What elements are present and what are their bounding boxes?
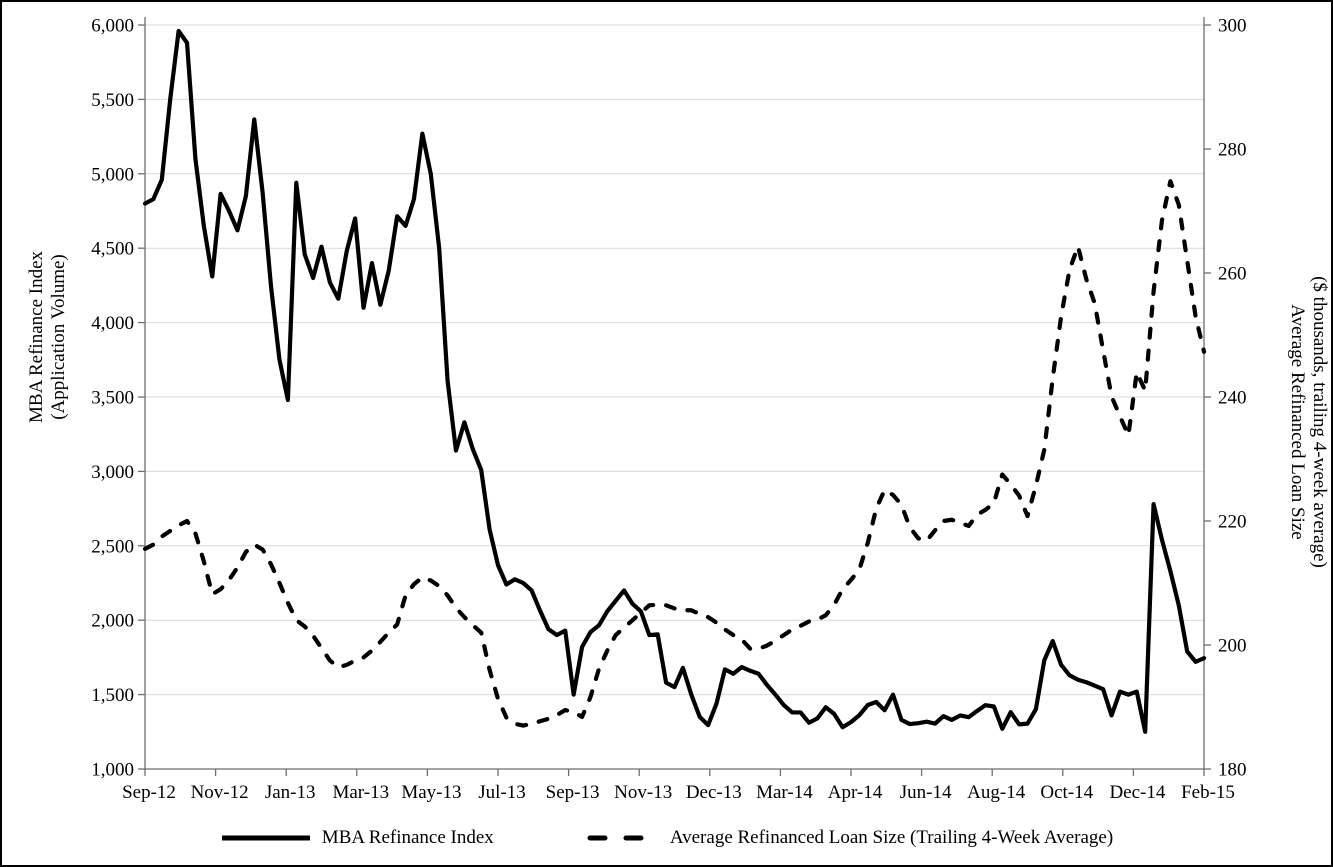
x-axis-tick-label: Jul-13 — [478, 782, 526, 803]
right-axis-tick-label: 200 — [1218, 636, 1247, 657]
x-axis-tick-label: Jun-14 — [900, 782, 952, 803]
x-axis-tick-label: Mar-13 — [332, 782, 389, 803]
right-axis-tick-label: 220 — [1218, 512, 1247, 533]
chart-legend: MBA Refinance Index Average Refinanced L… — [2, 817, 1331, 859]
right-axis-title-line2: ($ thousands, trailing 4-week average) — [1309, 276, 1330, 568]
x-axis-tick-label: Jan-13 — [265, 782, 316, 803]
right-axis-tick-label: 240 — [1218, 388, 1247, 409]
x-axis-tick-label: Nov-12 — [191, 782, 249, 803]
left-axis-tick-label: 2,500 — [91, 536, 134, 557]
legend-label-refinance-index: MBA Refinance Index — [321, 827, 494, 848]
x-axis-tick-label: Mar-14 — [756, 782, 813, 803]
left-axis-tick-label: 4,000 — [91, 313, 134, 334]
left-axis-title-line1: MBA Refinance Index — [26, 250, 47, 423]
solid-line-icon — [221, 835, 310, 841]
left-axis-tick-label: 3,500 — [91, 388, 134, 409]
x-axis-tick-label: Sep-13 — [546, 782, 600, 803]
dashed-line-icon — [587, 835, 660, 841]
x-axis-tick-label: Apr-14 — [828, 782, 883, 803]
left-axis-tick-label: 3,000 — [91, 462, 134, 483]
right-axis-tick-label: 280 — [1218, 140, 1247, 161]
axes — [138, 17, 1211, 776]
left-axis-tick-label: 1,000 — [91, 760, 134, 781]
right-axis-tick-label: 300 — [1218, 16, 1247, 37]
x-axis-tick-label: Dec-14 — [1109, 782, 1165, 803]
x-axis-tick-label: Dec-13 — [686, 782, 742, 803]
left-axis-tick-label: 1,500 — [91, 685, 134, 706]
left-axis-tick-label: 6,000 — [91, 16, 134, 37]
data-series — [142, 28, 1207, 734]
x-axis-tick-label: Feb-15 — [1181, 782, 1235, 803]
legend-item-loan-size: Average Refinanced Loan Size (Trailing 4… — [586, 827, 1113, 849]
left-axis-title-line2: (Application Volume) — [48, 254, 69, 420]
right-axis-tick-label: 180 — [1218, 760, 1247, 781]
left-axis-tick-label: 2,000 — [91, 611, 134, 632]
legend-item-refinance-index: MBA Refinance Index — [220, 827, 494, 849]
right-axis-title-line1: Average Refinanced Loan Size — [1287, 304, 1308, 539]
left-axis-tick-label: 5,500 — [91, 90, 134, 111]
left-axis-tick-label: 4,500 — [91, 239, 134, 260]
loan-size-line — [142, 179, 1207, 728]
x-axis-tick-label: May-13 — [401, 782, 461, 803]
gridlines — [145, 24, 1204, 696]
legend-label-loan-size: Average Refinanced Loan Size (Trailing 4… — [669, 827, 1114, 848]
x-axis-tick-label: Oct-14 — [1040, 782, 1093, 803]
refinance-index-line — [142, 28, 1207, 734]
x-axis-tick-label: Sep-12 — [122, 782, 176, 803]
axis-tick-labels: 1,000 1,500 2,000 2,500 3,000 3,500 4,000 4,500… — [91, 16, 1246, 804]
x-axis-tick-label: Nov-13 — [614, 782, 672, 803]
left-axis-tick-label: 5,000 — [91, 164, 134, 185]
right-axis-tick-label: 260 — [1218, 264, 1247, 285]
x-axis-tick-label: Aug-14 — [967, 782, 1026, 803]
